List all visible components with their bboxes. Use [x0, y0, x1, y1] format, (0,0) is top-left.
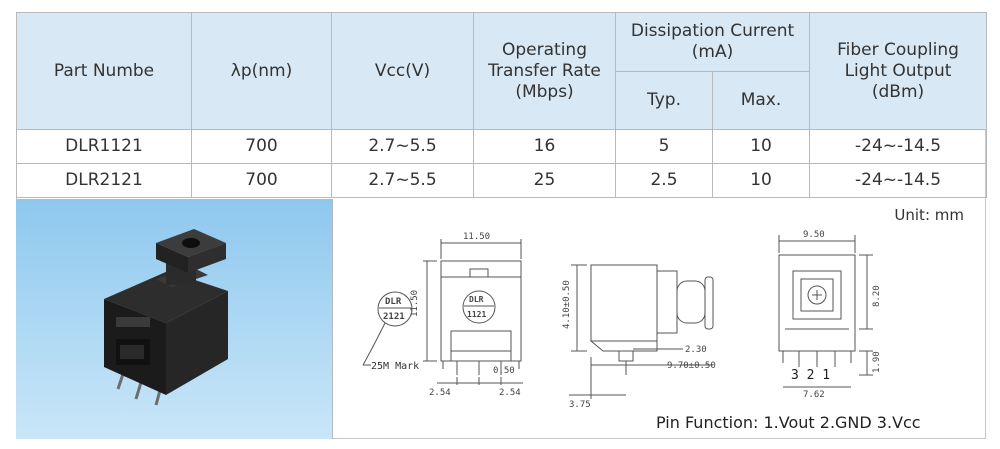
dim-side-depth: 9.70±0.50: [667, 361, 716, 371]
marking-small-bottom-text: 1121: [467, 310, 486, 319]
marking-bottom-text: 2121: [383, 312, 405, 322]
unit-label: Unit: mm: [894, 206, 964, 224]
cell-max: 10: [711, 163, 811, 198]
cell-rate: 25: [473, 163, 616, 198]
dim-pitch-b: 2.54: [499, 388, 521, 398]
dim-side-pin: 2.30: [685, 345, 707, 355]
dim-back-pitch: 7.62: [803, 390, 825, 400]
table-row: DLR1121 700 2.7~5.5 16 5 10 -24~-14.5: [16, 129, 988, 164]
header-row: Part Numbe λp(nm) Vcc(V) Operating Trans…: [16, 12, 988, 130]
mark-note: 25M Mark: [371, 361, 419, 372]
dim-back-width: 9.50: [803, 230, 825, 240]
cell-output: -24~-14.5: [809, 129, 988, 164]
cell-typ: 2.5: [615, 163, 713, 198]
header-part-number: Part Numbe: [16, 12, 192, 130]
product-photo: [16, 199, 333, 439]
pin-function-label: Pin Function: 1.Vout 2.GND 3.Vcc: [656, 413, 921, 432]
cell-output: -24~-14.5: [809, 163, 988, 198]
dim-side-length: 3.75: [569, 400, 591, 410]
header-wavelength: λp(nm): [191, 12, 332, 130]
technical-drawing: DLR 2121 DLR 1121 25M Mark 11.50 11.50 0…: [362, 230, 882, 410]
dim-front-height: 11.50: [410, 290, 420, 317]
cell-typ: 5: [615, 129, 713, 164]
header-max: Max.: [711, 71, 811, 130]
header-transfer-rate: Operating Transfer Rate (Mbps): [473, 12, 616, 130]
dim-back-pin: 1.90: [872, 351, 882, 373]
dim-front-width: 11.50: [463, 232, 490, 242]
dimension-drawing: Unit: mm: [333, 199, 986, 439]
marking-top-text: DLR: [385, 297, 402, 307]
cell-part: DLR1121: [16, 129, 192, 164]
cell-vcc: 2.7~5.5: [331, 163, 474, 198]
header-vcc: Vcc(V): [331, 12, 474, 130]
table-row: DLR2121 700 2.7~5.5 25 2.5 10 -24~-14.5: [16, 163, 988, 198]
marking-small-top-text: DLR: [469, 295, 484, 304]
cell-part: DLR2121: [16, 163, 192, 198]
header-light-output: Fiber Coupling Light Output (dBm): [809, 12, 988, 130]
dim-side-height: 4.10±0.50: [562, 280, 572, 329]
header-typ: Typ.: [615, 71, 713, 130]
pin-numbers: 3 2 1: [791, 368, 830, 383]
dim-back-height: 8.20: [872, 285, 882, 307]
cell-wavelength: 700: [191, 163, 332, 198]
dim-pin-width: 0.50: [493, 366, 515, 376]
header-dissipation-current: Dissipation Current (mA): [614, 12, 811, 72]
cell-wavelength: 700: [191, 129, 332, 164]
cell-vcc: 2.7~5.5: [331, 129, 474, 164]
spec-table: Part Numbe λp(nm) Vcc(V) Operating Trans…: [16, 12, 988, 198]
dim-pitch-a: 2.54: [429, 388, 451, 398]
cell-rate: 16: [473, 129, 616, 164]
connector-illustration: [104, 229, 228, 406]
cell-max: 10: [711, 129, 811, 164]
